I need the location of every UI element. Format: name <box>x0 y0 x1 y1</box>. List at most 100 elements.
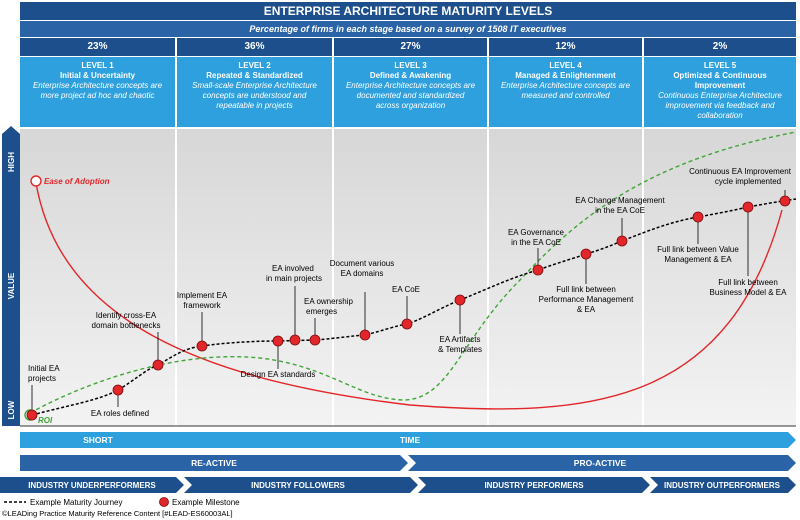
ease-of-adoption-marker <box>30 175 42 187</box>
time-bar <box>20 432 796 448</box>
milestone-design-standards <box>272 335 284 347</box>
milestone-value-link <box>692 211 704 223</box>
milestone-initial-ea-projects <box>26 409 38 421</box>
value-axis: HIGH VALUE LOW <box>2 126 20 426</box>
legend-milestone-swatch <box>159 497 169 507</box>
milestone-label: EA Artifacts <box>440 335 481 344</box>
level-desc: more project ad hoc and chaotic <box>40 91 155 100</box>
milestone-label: Initial EA <box>28 364 60 373</box>
milestone-label: in the EA CoE <box>595 206 645 215</box>
milestone-label: framework <box>183 301 221 310</box>
milestone-label: Full link between Value <box>657 245 739 254</box>
milestone-label: EA Governance <box>508 228 565 237</box>
milestone-label: Document various <box>330 259 394 268</box>
milestone-ea-ownership <box>309 334 321 346</box>
milestone-label: Continuous EA Improvement <box>689 167 792 176</box>
level-desc: repeatable in projects <box>216 101 293 110</box>
level-desc: Continuous Enterprise Architecture <box>658 91 782 100</box>
milestone-label: EA ownership <box>304 297 353 306</box>
level-3-box: LEVEL 3 Defined & Awakening Enterprise A… <box>334 57 487 127</box>
level-subtitle: Managed & Enlightenment <box>515 71 616 80</box>
milestone-label: emerges <box>306 307 337 316</box>
segment-performers <box>418 477 650 493</box>
level-desc: Small-scale Enterprise Architecture <box>192 81 317 90</box>
segment-label: INDUSTRY PERFORMERS <box>484 481 584 490</box>
level-2-percent: 36% <box>177 38 332 56</box>
level-title: LEVEL 3 <box>394 61 427 70</box>
reactive-bar <box>20 455 408 471</box>
level-desc: Enterprise Architecture concepts are <box>500 81 631 90</box>
milestone-label: Business Model & EA <box>710 288 788 297</box>
milestone-leaders <box>31 190 786 415</box>
milestone-change-management <box>616 235 628 247</box>
segment-label: INDUSTRY OUTPERFORMERS <box>664 481 781 490</box>
milestone-label: Full link between <box>718 278 778 287</box>
level-desc: measured and controlled <box>521 91 610 100</box>
milestone-label: & EA <box>577 305 596 314</box>
legend-journey-label: Example Maturity Journey <box>30 498 122 507</box>
milestone-label: Identify cross-EA <box>96 311 157 320</box>
segment-underperformers <box>0 477 184 493</box>
footer-copyright: ©LEADing Practice Maturity Reference Con… <box>2 509 233 518</box>
roi-curve <box>29 131 797 414</box>
milestone-label: Implement EA <box>177 291 228 300</box>
milestone-ea-coe <box>401 318 413 330</box>
level-title: LEVEL 4 <box>549 61 582 70</box>
milestone-label: cycle implemented <box>715 177 781 186</box>
page-subtitle: Percentage of firms in each stage based … <box>20 21 796 37</box>
level-subtitle: Initial & Uncertainty <box>59 71 136 80</box>
level-1-box: LEVEL 1 Initial & Uncertainty Enterprise… <box>20 57 175 127</box>
level-5-panel <box>644 129 796 426</box>
segment-label: INDUSTRY UNDERPERFORMERS <box>28 481 156 490</box>
milestone-document-domains <box>359 329 371 341</box>
level-desc: across organization <box>375 101 446 110</box>
axis-value-label: VALUE <box>7 272 16 299</box>
milestone-ea-roles-defined <box>112 384 124 396</box>
level-4-box: LEVEL 4 Managed & Enlightenment Enterpri… <box>489 57 642 127</box>
level-subtitle-2: Improvement <box>694 81 746 90</box>
page-title: ENTERPRISE ARCHITECTURE MATURITY LEVELS <box>20 2 796 20</box>
level-2-box: LEVEL 2 Repeated & Standardized Small-sc… <box>177 57 332 127</box>
proactive-bar <box>408 455 796 471</box>
milestone-label: EA domains <box>341 269 384 278</box>
milestone-performance-link <box>580 248 592 260</box>
time-label: TIME <box>400 435 421 445</box>
milestone-label: EA Change Management <box>575 196 665 205</box>
level-title: LEVEL 1 <box>81 61 114 70</box>
level-subtitle: Repeated & Standardized <box>206 71 303 80</box>
axis-high-label: HIGH <box>7 152 16 172</box>
level-4-panel <box>489 129 642 426</box>
level-title: LEVEL 2 <box>238 61 271 70</box>
milestone-continuous-improvement <box>779 195 791 207</box>
milestone-ea-governance <box>532 264 544 276</box>
milestone-label: Full link between <box>556 285 616 294</box>
ease-of-adoption-label: Ease of Adoption <box>44 177 110 186</box>
milestone-label: in the EA CoE <box>511 238 561 247</box>
segment-outperformers <box>650 477 796 493</box>
value-axis-arrow <box>2 126 20 426</box>
milestone-label: projects <box>28 374 56 383</box>
milestone-implement-framework <box>196 340 208 352</box>
level-subtitle: Optimized & Continuous <box>673 71 767 80</box>
milestone-label: EA CoE <box>392 285 420 294</box>
level-2-panel <box>177 129 332 426</box>
level-desc: documented and standardized <box>356 91 465 100</box>
milestone-label: & Templates <box>438 345 482 354</box>
reactive-label: RE-ACTIVE <box>191 458 237 468</box>
level-desc: collaboration <box>697 111 743 120</box>
level-5-box: LEVEL 5 Optimized & Continuous Improveme… <box>644 57 796 127</box>
milestone-label: in main projects <box>266 274 322 283</box>
ease-of-adoption-curve <box>35 182 783 410</box>
milestone-label: EA roles defined <box>91 409 149 418</box>
level-desc: Enterprise Architecture concepts are <box>345 81 476 90</box>
milestone-label: EA involved <box>272 264 314 273</box>
level-3-percent: 27% <box>334 38 487 56</box>
level-5-percent: 2% <box>644 38 796 56</box>
level-desc: Enterprise Architecture concepts are <box>32 81 163 90</box>
proactive-label: PRO-ACTIVE <box>574 458 627 468</box>
segment-followers <box>184 477 418 493</box>
milestone-label: Design EA standards <box>241 370 316 379</box>
level-4-percent: 12% <box>489 38 642 56</box>
level-1-panel <box>20 129 175 426</box>
milestone-label: Performance Management <box>539 295 634 304</box>
